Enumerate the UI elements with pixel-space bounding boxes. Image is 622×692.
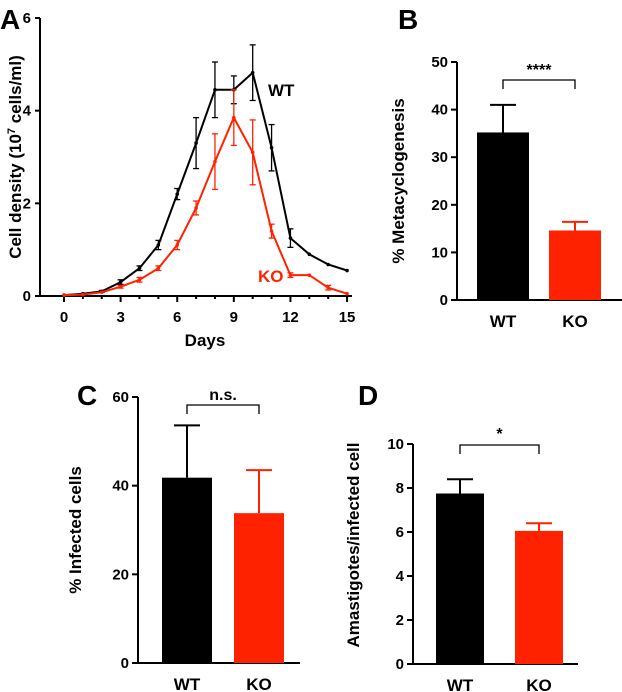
panel-c-y-tick-label: 0 — [121, 655, 129, 672]
panel-a-point-ko — [194, 206, 198, 210]
panel-b-y-tick-label: 50 — [431, 54, 448, 71]
panel-d-significance-bracket — [459, 444, 540, 454]
panel-a-point-ko — [137, 277, 142, 282]
panel-b-bar-ko — [549, 230, 601, 300]
panel-d-y-tick-label: 8 — [396, 480, 404, 497]
panel-a-point-wt — [345, 268, 349, 273]
panel-a-x-tick-label: 3 — [116, 309, 124, 326]
panel-b-y-tick-label: 30 — [431, 149, 448, 166]
panel-d-y-axis-title: Amastigotes/infected cell — [344, 442, 363, 647]
panel-a-point-wt — [213, 88, 217, 92]
panel-a-y-tick-label: 4 — [23, 103, 32, 120]
panel-b-y-tick-label: 40 — [431, 102, 448, 119]
panel-d-bars: 0 2 4 6 8 10 WT KO * — [387, 426, 563, 692]
panel-a-point-wt — [269, 145, 274, 150]
panel-a-point-ko — [175, 243, 180, 247]
panel-a-series-label-wt: WT — [268, 81, 295, 100]
panel-c-y-tick-label: 20 — [112, 566, 129, 583]
panel-b-y-tick-label: 20 — [431, 197, 448, 214]
panel-a: A 0 2 4 6 0 3 6 9 12 15 WT KO Days Cell density (… — [0, 4, 355, 350]
panel-b-significance-bracket — [502, 79, 576, 89]
panel-c-x-tick-label-ko: KO — [246, 675, 272, 692]
panel-b: B 0 10 20 30 40 50 WT KO **** % Metacyclogenesis — [389, 4, 622, 331]
panel-a-line-ko — [63, 115, 348, 297]
panel-b-y-tick-label: 0 — [440, 292, 448, 309]
panel-a-point-ko — [250, 150, 255, 155]
panel-a-point-wt — [137, 266, 142, 271]
panel-c-x-tick-label-wt: WT — [174, 675, 201, 692]
panel-d-significance-label: * — [496, 426, 503, 443]
panel-a-point-ko — [62, 293, 66, 297]
panel-a-point-ko — [118, 284, 123, 289]
panel-a-point-wt — [288, 236, 293, 240]
panel-a-ticks: 0 2 4 6 0 3 6 9 12 15 — [23, 10, 356, 326]
panel-d-y-tick-label: 10 — [387, 436, 404, 453]
panel-b-significance-label: **** — [527, 62, 553, 79]
panel-a-x-axis-title: Days — [185, 331, 226, 350]
panel-a-point-wt — [194, 141, 198, 145]
panel-a-x-tick-label: 0 — [60, 309, 68, 326]
panel-c: C 0 20 40 60 WT KO n.s. % Infected cells — [66, 380, 300, 692]
panel-a-point-ko — [288, 273, 293, 277]
panel-c-significance-bracket — [186, 404, 260, 414]
panel-a-x-tick-label: 12 — [282, 309, 299, 326]
panel-a-line-wt — [63, 70, 348, 297]
panel-a-x-tick-label: 6 — [173, 309, 181, 326]
panel-a-y-tick-label: 2 — [23, 195, 31, 212]
panel-a-point-ko — [232, 115, 236, 120]
panel-b-x-tick-label-ko: KO — [562, 312, 588, 331]
panel-a-point-wt — [156, 243, 161, 247]
panel-a-point-wt — [175, 192, 180, 196]
panel-a-series-label-ko: KO — [258, 267, 284, 286]
panel-a-point-ko — [326, 285, 330, 290]
panel-b-y-axis-title: % Metacyclogenesis — [389, 98, 408, 263]
panel-a-point-ko — [213, 159, 217, 164]
panel-c-y-tick-label: 60 — [112, 389, 129, 406]
panel-c-bar-ko — [234, 513, 284, 663]
panel-a-point-ko — [156, 266, 161, 271]
panel-a-point-wt — [250, 70, 255, 75]
panel-a-point-ko — [307, 273, 312, 277]
panel-c-bar-wt — [162, 477, 212, 663]
panel-d-bar-wt — [436, 493, 484, 664]
panel-a-y-tick-label: 6 — [23, 10, 31, 27]
panel-c-letter: C — [77, 380, 97, 411]
panel-d-x-tick-label-ko: KO — [526, 676, 552, 692]
panel-c-significance-label: n.s. — [209, 387, 237, 404]
panel-b-y-tick-label: 10 — [431, 244, 448, 261]
panel-d-y-tick-label: 6 — [396, 524, 404, 541]
panel-a-point-wt — [307, 252, 312, 257]
panel-d: D 0 2 4 6 8 10 WT KO * Amastigotes/infected cell — [344, 380, 578, 692]
panel-d-y-tick-label: 2 — [396, 612, 404, 629]
panel-d-x-tick-label-wt: WT — [447, 676, 474, 692]
panel-d-bar-ko — [515, 530, 563, 664]
panel-a-point-ko — [269, 229, 274, 233]
panel-a-x-tick-label: 9 — [230, 309, 238, 326]
panel-a-y-tick-label: 0 — [23, 288, 31, 305]
panel-a-series — [62, 44, 349, 297]
panel-b-letter: B — [398, 4, 418, 35]
panel-a-point-ko — [345, 291, 349, 296]
panel-a-y-axis-title: Cell density (107 cells/ml) — [6, 55, 25, 259]
panel-b-x-tick-label-wt: WT — [490, 312, 517, 331]
panel-c-y-axis-title: % Infected cells — [66, 466, 85, 594]
panel-d-y-tick-label: 0 — [396, 656, 404, 673]
panel-b-bars: 0 10 20 30 40 50 WT KO **** — [431, 54, 601, 331]
panel-a-x-tick-label: 15 — [339, 309, 356, 326]
panel-c-bars: 0 20 40 60 WT KO n.s. — [112, 387, 284, 692]
panel-a-point-wt — [118, 280, 123, 284]
panel-b-bar-wt — [477, 132, 529, 300]
panel-a-point-ko — [99, 290, 104, 295]
panel-d-y-tick-label: 4 — [396, 568, 405, 585]
panel-a-letter: A — [0, 4, 20, 35]
panel-d-letter: D — [358, 380, 378, 411]
panel-a-point-ko — [81, 292, 85, 297]
panel-c-y-tick-label: 40 — [112, 478, 129, 495]
panel-a-point-wt — [326, 262, 330, 267]
